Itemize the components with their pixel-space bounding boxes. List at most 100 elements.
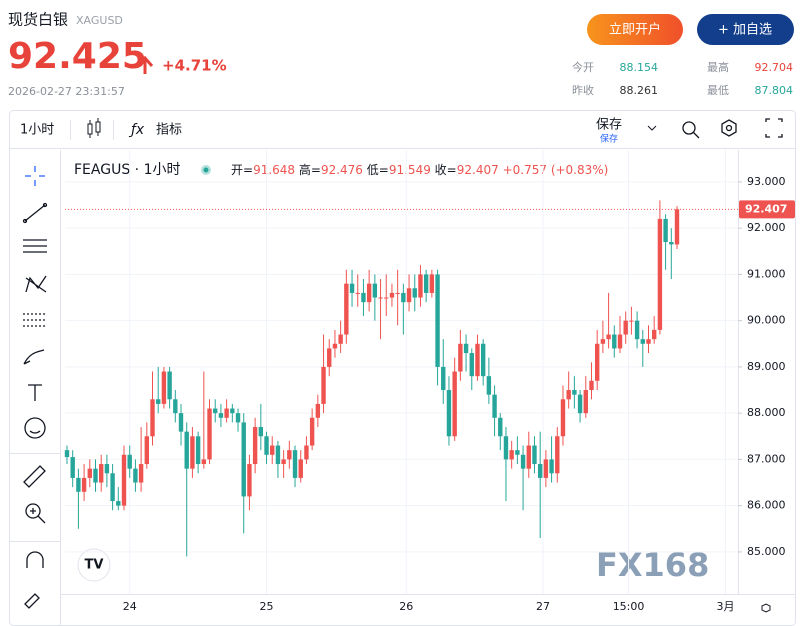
candle-body [156, 399, 161, 404]
indicators-button[interactable]: 指标 [156, 123, 182, 138]
candle-body [224, 408, 229, 418]
candle-body [389, 292, 395, 298]
candle-body [498, 417, 503, 437]
candle-body [429, 274, 435, 293]
candle-body [190, 436, 195, 469]
candle-body [674, 209, 680, 245]
candle-body [178, 413, 184, 432]
candle-body [372, 283, 378, 298]
candle-body [572, 390, 577, 395]
candle-body [327, 348, 332, 367]
candle-body [241, 422, 246, 497]
candle-body [161, 371, 167, 404]
candle-body [121, 454, 127, 506]
candle-body [623, 320, 628, 335]
legend-label: 高= [299, 162, 321, 177]
candle-body [480, 343, 486, 377]
candle-body [332, 343, 338, 349]
candle-body [315, 403, 321, 418]
candle-body [401, 292, 406, 303]
candle-body [526, 445, 531, 469]
candle-body [412, 288, 417, 298]
candle-body [110, 473, 115, 502]
candle-type-icon[interactable] [87, 118, 101, 138]
candle-body [309, 417, 315, 446]
candle-body [264, 436, 269, 455]
stat-value: 88.154 [620, 61, 659, 74]
candle-body [144, 436, 150, 465]
stat-label: 昨收 [572, 83, 594, 97]
legend-change: +0.757 [503, 163, 547, 177]
series-symbol: FEAGUS · 1小时 [74, 162, 180, 178]
save-button[interactable]: 保存 [596, 118, 622, 133]
candle-body [150, 399, 155, 437]
stat-label: 最低 [707, 84, 729, 97]
candle-body [537, 464, 543, 478]
candle-body [99, 464, 104, 483]
candle-body [669, 242, 674, 245]
up-arrow [136, 55, 154, 74]
candle-body [606, 334, 611, 340]
y-tick-label: 90.000 [747, 314, 786, 327]
candle-body [304, 445, 309, 460]
candle-body [76, 477, 81, 492]
instrument-symbol: XAGUSD [76, 14, 123, 27]
candle-body [486, 376, 492, 395]
svg-text:TV: TV [85, 558, 104, 573]
candle-body [600, 339, 606, 344]
legend-label: 低= [367, 163, 389, 177]
candle-body [657, 218, 663, 330]
x-tick-label: 24 [123, 600, 137, 613]
candle-body [612, 334, 617, 349]
candle-body [515, 450, 520, 455]
candle-body [441, 366, 446, 391]
candle-body [617, 334, 623, 349]
candle-body [104, 464, 110, 474]
candle-body [344, 283, 349, 335]
candle-body [201, 459, 207, 465]
save-sub: 保存 [600, 133, 618, 145]
candle-body [423, 274, 429, 293]
candle-body [469, 353, 474, 377]
candle-body [629, 320, 634, 322]
watchlist-label[interactable]: + 加自选 [718, 23, 772, 38]
legend-change-pct: (+0.83%) [551, 163, 609, 177]
candle-body [349, 283, 355, 293]
candle-body [287, 450, 292, 460]
candle-body [549, 459, 554, 474]
watchlist-button[interactable] [697, 14, 794, 45]
legend-label: 收= [435, 163, 457, 177]
toolbar-icons[interactable] [682, 118, 783, 139]
save-menu[interactable] [647, 125, 657, 131]
candle-body [292, 450, 298, 478]
x-tick-label: 3月 [716, 600, 734, 613]
open-account-button[interactable] [587, 14, 683, 45]
candle-body [138, 464, 144, 483]
candle-body [509, 450, 514, 460]
candle-body [577, 394, 583, 414]
candle-body [361, 292, 366, 303]
status-dot [203, 167, 209, 173]
candle-body [366, 283, 372, 303]
settings-icon[interactable] [761, 603, 771, 613]
drawing-toolbar[interactable] [22, 166, 48, 609]
stat-value: 92.704 [755, 61, 794, 74]
candle-body [395, 292, 400, 294]
candle-body [195, 436, 201, 465]
stat-label: 今开 [572, 60, 594, 74]
interval-button[interactable]: 1小时 [20, 123, 54, 138]
candle-body [81, 477, 87, 492]
candle-body [475, 343, 480, 377]
candle-body [270, 445, 275, 455]
candle-body [321, 366, 326, 404]
x-tick-label: 25 [260, 600, 274, 613]
indicator-icon[interactable]: ƒx [128, 122, 145, 138]
stat-value: 88.261 [620, 84, 659, 97]
candle-body [235, 413, 241, 423]
candle-body [207, 408, 212, 460]
open-account-label[interactable]: 立即开户 [609, 22, 661, 38]
candle-body [70, 457, 75, 478]
candle-body [594, 343, 600, 381]
ohlc-legend: 开=91.648 高=92.476 低=91.549 收=92.407 +0.7… [231, 162, 608, 177]
